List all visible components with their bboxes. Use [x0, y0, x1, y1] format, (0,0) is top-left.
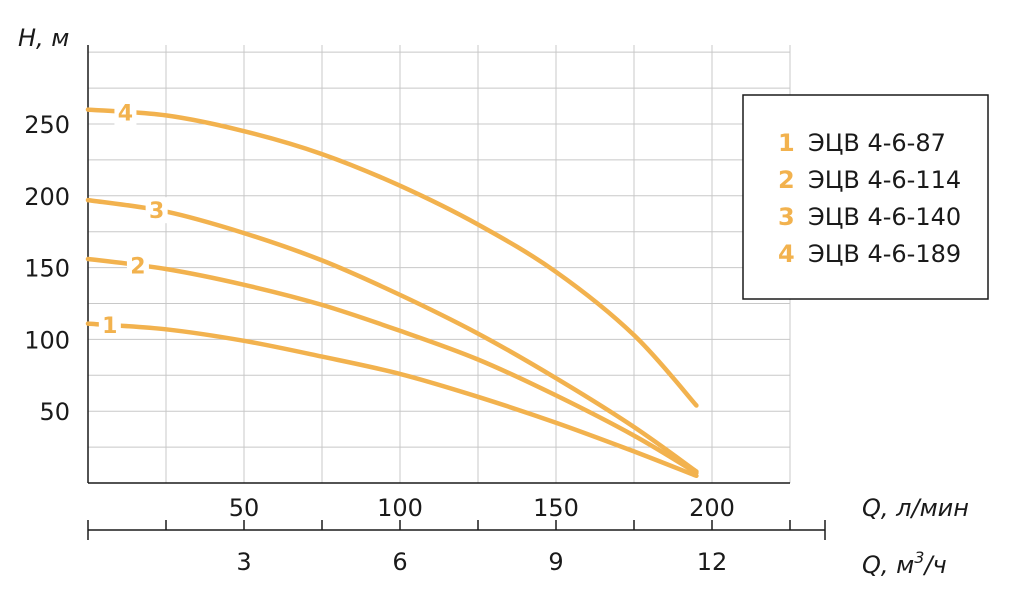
y-axis-title: H, м [18, 24, 69, 52]
x-axis-title-secondary-tail: /ч [922, 551, 946, 579]
legend-number-3: 3 [778, 203, 795, 231]
grid [88, 45, 791, 483]
legend: 1 ЭЦВ 4-6-87 2 ЭЦВ 4-6-114 3 ЭЦВ 4-6-140 4 ЭЦВ … [742, 94, 989, 300]
legend-number-2: 2 [778, 166, 795, 194]
curve-label-2: 2 [130, 254, 145, 279]
x-secondary-tick-label: 3 [236, 548, 251, 576]
y-tick-label: 250 [24, 111, 70, 139]
curve-label-bg-3 [145, 197, 168, 224]
x-secondary-tick-label: 12 [697, 548, 728, 576]
x-axis-title-secondary-sup: 3 [914, 548, 924, 567]
series-line-4 [85, 107, 699, 408]
curve-label-bg-4 [114, 99, 137, 126]
series-line-2 [85, 256, 699, 476]
x-axis-title-secondary-base: Q, м [862, 551, 914, 579]
curve-label-3: 3 [149, 199, 164, 224]
legend-label-2: ЭЦВ 4-6-114 [808, 166, 961, 194]
y-tick-label: 150 [24, 255, 70, 283]
axes [87, 45, 826, 540]
x-tick-label: 50 [229, 494, 260, 522]
series-line-1 [85, 321, 699, 479]
curve-label-bg-2 [126, 252, 149, 279]
legend-label-1: ЭЦВ 4-6-87 [808, 129, 946, 157]
x-secondary-tick-label: 9 [548, 548, 563, 576]
legend-label-3: ЭЦВ 4-6-140 [808, 203, 961, 231]
y-tick-label: 50 [39, 398, 70, 426]
legend-number-1: 1 [778, 129, 795, 157]
x-tick-label: 150 [533, 494, 579, 522]
x-secondary-tick-label: 6 [392, 548, 407, 576]
legend-box [742, 94, 989, 300]
curve-label-1: 1 [102, 314, 117, 339]
curve-labels: 1 2 3 4 [98, 99, 168, 339]
x-tick-label: 100 [377, 494, 423, 522]
y-tick-label: 200 [24, 183, 70, 211]
curve-label-4: 4 [118, 101, 133, 126]
y-tick-label: 100 [24, 326, 70, 354]
curves [85, 107, 699, 479]
curve-label-bg-1 [98, 312, 121, 339]
legend-label-4: ЭЦВ 4-6-189 [808, 240, 961, 268]
x-axis-title-primary: Q, л/мин [862, 494, 969, 522]
legend-number-4: 4 [778, 240, 795, 268]
x-axis-title-secondary: Q, м3/ч [862, 548, 947, 579]
series-line-3 [85, 197, 699, 474]
x-tick-label: 200 [689, 494, 735, 522]
